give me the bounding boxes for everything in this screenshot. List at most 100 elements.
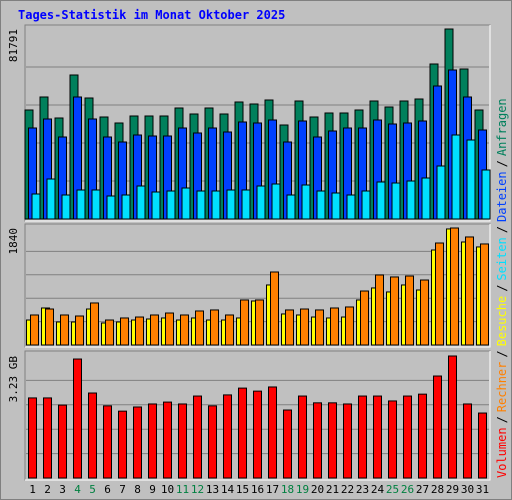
legend-entry: Anfragen — [495, 98, 509, 156]
bar — [463, 403, 472, 479]
legend: Volumen / Rechner / Besuche / Seiten / Dateien / A… — [495, 98, 509, 478]
panel-highlight — [25, 224, 491, 348]
bar — [105, 319, 114, 346]
legend-entry: Seiten — [495, 237, 509, 280]
bar — [195, 310, 204, 346]
x-tick-label: 13 — [206, 483, 219, 496]
bar — [46, 178, 56, 220]
x-tick-label: 30 — [461, 483, 474, 496]
bar — [151, 191, 161, 220]
bar — [226, 189, 236, 220]
bar — [76, 189, 86, 220]
bar — [210, 309, 219, 346]
bar — [301, 184, 311, 220]
bar — [178, 403, 187, 479]
x-tick-label: 27 — [416, 483, 429, 496]
legend-separator: / — [495, 226, 509, 233]
bar — [406, 180, 416, 220]
bar — [373, 395, 382, 479]
bar — [376, 181, 386, 220]
bar — [180, 314, 189, 346]
bar — [256, 185, 266, 220]
x-tick-label: 14 — [221, 483, 235, 496]
x-tick-label: 20 — [311, 483, 324, 496]
bar — [345, 306, 354, 346]
bar — [436, 165, 446, 220]
bar — [343, 403, 352, 479]
bar — [133, 406, 142, 479]
x-tick-label: 16 — [251, 483, 264, 496]
x-tick-label: 29 — [446, 483, 459, 496]
bar — [88, 392, 97, 479]
bar — [43, 397, 52, 479]
bar — [405, 275, 414, 346]
bar — [58, 404, 67, 479]
bar — [150, 314, 159, 346]
bar — [313, 402, 322, 479]
bar — [300, 308, 309, 346]
x-tick-label: 22 — [341, 483, 354, 496]
x-tick-label: 12 — [191, 483, 204, 496]
bar — [481, 169, 491, 220]
bar — [165, 312, 174, 346]
bar — [61, 194, 71, 220]
bar — [163, 401, 172, 479]
legend-separator: / — [495, 285, 509, 292]
panel-highlight — [25, 351, 491, 481]
bar — [465, 236, 474, 346]
x-tick-label: 11 — [176, 483, 189, 496]
x-tick-label: 1 — [29, 483, 36, 496]
panel-highlight — [25, 25, 491, 222]
x-tick-label: 8 — [134, 483, 141, 496]
bar — [328, 402, 337, 479]
x-tick-label: 3 — [59, 483, 66, 496]
bar — [60, 314, 69, 346]
bar — [90, 302, 99, 346]
bar — [91, 189, 101, 220]
bar — [31, 193, 41, 220]
bar — [136, 185, 146, 220]
x-tick-label: 9 — [149, 483, 156, 496]
bar — [315, 309, 324, 346]
legend-entry: Dateien — [495, 171, 509, 222]
x-tick-label: 26 — [401, 483, 414, 496]
bar — [361, 190, 371, 220]
bar — [388, 400, 397, 479]
bar — [148, 403, 157, 479]
bar — [286, 194, 296, 220]
bar — [283, 409, 292, 479]
bar — [270, 271, 279, 346]
bar — [225, 314, 234, 346]
bar — [241, 189, 251, 220]
legend-entry: Volumen — [495, 427, 509, 478]
x-tick-label: 19 — [296, 483, 309, 496]
bar — [121, 194, 131, 220]
bar — [193, 395, 202, 479]
bar — [466, 139, 476, 220]
bar — [211, 190, 221, 220]
bar — [448, 355, 457, 479]
x-tick-label: 17 — [266, 483, 279, 496]
y-tick-label: 1840 — [7, 228, 20, 255]
bar — [435, 242, 444, 346]
legend-separator: / — [495, 350, 509, 357]
bar — [346, 194, 356, 220]
bar — [118, 410, 127, 479]
legend-entry: Rechner — [495, 362, 509, 413]
x-tick-label: 6 — [104, 483, 111, 496]
bar — [420, 279, 429, 346]
bar — [418, 393, 427, 479]
bar — [223, 394, 232, 479]
bar — [480, 243, 489, 346]
bar — [403, 395, 412, 479]
bar — [271, 183, 281, 220]
y-tick-label: 81791 — [7, 29, 20, 62]
x-tick-label: 24 — [371, 483, 385, 496]
bar — [375, 274, 384, 346]
bar — [360, 290, 369, 346]
bar — [255, 299, 264, 346]
bar — [45, 308, 54, 346]
bar — [28, 397, 37, 479]
bar — [166, 190, 176, 220]
bar — [181, 187, 191, 220]
